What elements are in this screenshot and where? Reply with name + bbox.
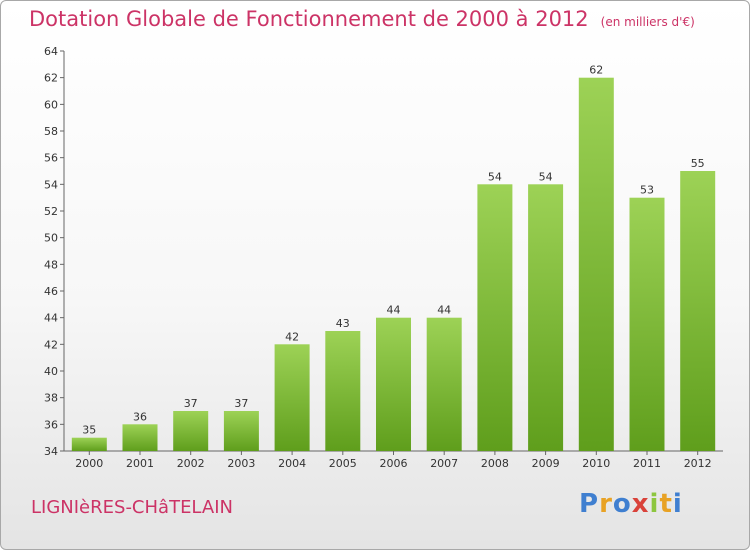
x-tick-label: 2002 — [177, 457, 205, 470]
data-label: 35 — [82, 424, 96, 437]
bar — [173, 411, 209, 451]
y-tick-label: 44 — [44, 312, 58, 325]
bar — [122, 424, 158, 451]
x-tick-label: 2000 — [75, 457, 103, 470]
y-tick-label: 52 — [44, 205, 58, 218]
data-label: 44 — [437, 304, 451, 317]
x-tick-label: 2008 — [481, 457, 509, 470]
y-tick-label: 48 — [44, 258, 58, 271]
bar — [325, 331, 361, 451]
bar — [680, 171, 716, 451]
y-tick-label: 54 — [44, 178, 58, 191]
data-label: 37 — [234, 397, 248, 410]
y-tick-label: 64 — [44, 45, 58, 58]
y-tick-label: 42 — [44, 338, 58, 351]
x-tick-label: 2010 — [582, 457, 610, 470]
x-tick-label: 2003 — [227, 457, 255, 470]
data-label: 36 — [133, 410, 147, 423]
y-tick-label: 46 — [44, 285, 58, 298]
y-tick-label: 38 — [44, 392, 58, 405]
y-tick-label: 40 — [44, 365, 58, 378]
y-tick-label: 36 — [44, 418, 58, 431]
chart-unit: (en milliers d'€) — [600, 15, 695, 29]
data-label: 54 — [539, 170, 553, 183]
bar — [71, 437, 107, 451]
bar — [578, 77, 614, 451]
bar — [528, 184, 564, 452]
x-tick-label: 2005 — [329, 457, 357, 470]
y-tick-label: 56 — [44, 152, 58, 165]
bar — [274, 344, 310, 451]
y-tick-label: 60 — [44, 98, 58, 111]
logo-letter: i — [649, 489, 660, 519]
y-tick-label: 62 — [44, 72, 58, 85]
data-label: 54 — [488, 170, 502, 183]
x-tick-label: 2006 — [380, 457, 408, 470]
data-label: 43 — [336, 317, 350, 330]
y-tick-label: 50 — [44, 232, 58, 245]
data-label: 37 — [184, 397, 198, 410]
logo-letter: x — [631, 489, 650, 519]
x-tick-label: 2009 — [532, 457, 560, 470]
data-label: 44 — [387, 304, 401, 317]
bar — [223, 411, 259, 451]
y-tick-label: 58 — [44, 125, 58, 138]
bar — [376, 317, 411, 451]
y-tick-label: 34 — [44, 445, 58, 458]
x-tick-label: 2007 — [430, 457, 458, 470]
x-tick-label: 2011 — [633, 457, 661, 470]
logo-letter: r — [599, 489, 613, 519]
bar — [477, 184, 513, 452]
bar — [629, 197, 665, 451]
x-tick-label: 2001 — [126, 457, 154, 470]
bar — [426, 317, 462, 451]
data-label: 42 — [285, 330, 299, 343]
logo-letter: P — [579, 489, 600, 519]
data-label: 53 — [640, 184, 654, 197]
x-tick-label: 2004 — [278, 457, 306, 470]
data-label: 55 — [691, 157, 705, 170]
logo-letter: o — [612, 489, 632, 519]
commune-name: LIGNIèRES-CHâTELAIN — [31, 497, 233, 518]
x-tick-label: 2012 — [684, 457, 712, 470]
chart-title: Dotation Globale de Fonctionnement de 20… — [29, 7, 695, 31]
proxiti-logo: Proxiti — [579, 489, 683, 519]
chart-title-text: Dotation Globale de Fonctionnement de 20… — [29, 7, 589, 31]
data-label: 62 — [589, 64, 603, 77]
logo-letter: i — [672, 489, 683, 519]
logo-letter: t — [659, 489, 673, 519]
